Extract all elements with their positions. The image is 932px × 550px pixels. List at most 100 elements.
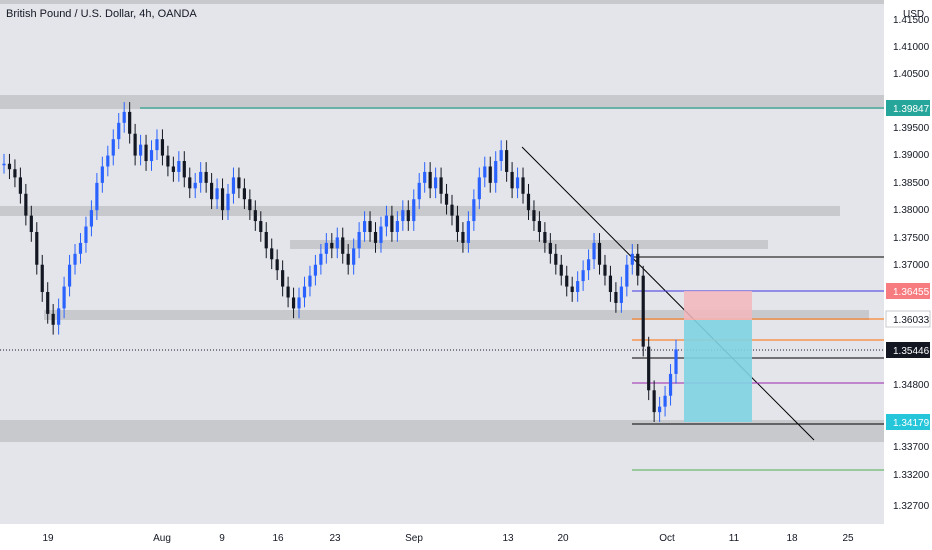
candle-body[interactable]	[368, 221, 372, 232]
candle-body[interactable]	[111, 139, 115, 156]
candle-body[interactable]	[434, 177, 438, 189]
candle-body[interactable]	[264, 231, 268, 249]
candlestick-series[interactable]	[2, 102, 678, 422]
candle-body[interactable]	[286, 286, 290, 298]
candle-body[interactable]	[395, 221, 399, 232]
chart-pane[interactable]	[0, 0, 884, 524]
candle-body[interactable]	[138, 144, 143, 156]
candle-body[interactable]	[461, 231, 465, 243]
candle-body[interactable]	[379, 226, 383, 243]
candle-body[interactable]	[532, 210, 536, 222]
candle-body[interactable]	[62, 286, 66, 309]
candle-body[interactable]	[330, 242, 334, 249]
candle-body[interactable]	[40, 264, 44, 293]
candle-body[interactable]	[57, 308, 61, 325]
candle-body[interactable]	[259, 221, 263, 232]
candle-body[interactable]	[614, 292, 618, 303]
candle-body[interactable]	[95, 182, 99, 211]
candle-body[interactable]	[177, 161, 181, 172]
candle-body[interactable]	[144, 144, 148, 162]
candle-body[interactable]	[78, 242, 83, 254]
candle-body[interactable]	[106, 155, 110, 167]
candle-body[interactable]	[674, 349, 678, 374]
candle-body[interactable]	[253, 210, 257, 222]
candle-body[interactable]	[515, 177, 520, 189]
candle-body[interactable]	[608, 275, 613, 293]
candle-body[interactable]	[603, 264, 607, 276]
take-profit-zone[interactable]	[684, 320, 752, 422]
candle-body[interactable]	[499, 150, 503, 162]
candle-body[interactable]	[149, 150, 154, 162]
candle-body[interactable]	[29, 215, 33, 232]
candle-body[interactable]	[171, 166, 175, 172]
trend-line-descending[interactable]	[521, 146, 815, 441]
candle-body[interactable]	[220, 188, 225, 211]
candle-body[interactable]	[352, 248, 356, 265]
candle-body[interactable]	[510, 171, 514, 189]
candle-body[interactable]	[204, 171, 208, 183]
candle-body[interactable]	[226, 193, 230, 211]
candle-body[interactable]	[625, 264, 629, 287]
candle-body[interactable]	[281, 270, 285, 287]
candle-body[interactable]	[242, 188, 246, 200]
candle-body[interactable]	[188, 177, 192, 189]
candle-body[interactable]	[35, 231, 39, 265]
candle-body[interactable]	[51, 313, 55, 325]
candle-body[interactable]	[313, 264, 318, 276]
candle-body[interactable]	[13, 169, 17, 178]
candle-body[interactable]	[341, 237, 345, 254]
candle-body[interactable]	[297, 297, 301, 309]
candle-body[interactable]	[346, 253, 350, 265]
candle-body[interactable]	[24, 193, 28, 216]
candle-body[interactable]	[444, 193, 449, 205]
candle-body[interactable]	[581, 270, 585, 282]
candle-body[interactable]	[423, 171, 427, 183]
candle-body[interactable]	[576, 281, 580, 293]
candle-body[interactable]	[7, 163, 12, 170]
candle-body[interactable]	[270, 248, 274, 260]
candle-body[interactable]	[215, 188, 219, 200]
candle-body[interactable]	[199, 171, 203, 183]
candle-body[interactable]	[472, 199, 476, 222]
candle-body[interactable]	[133, 133, 137, 156]
candle-body[interactable]	[559, 264, 563, 276]
candle-body[interactable]	[275, 259, 279, 271]
candle-body[interactable]	[570, 286, 574, 293]
candle-body[interactable]	[450, 204, 454, 216]
candle-body[interactable]	[128, 111, 132, 134]
candle-body[interactable]	[291, 297, 296, 309]
candle-body[interactable]	[592, 242, 596, 260]
candle-body[interactable]	[554, 253, 558, 265]
candle-body[interactable]	[488, 166, 492, 183]
candle-body[interactable]	[89, 210, 94, 227]
candle-body[interactable]	[428, 171, 432, 189]
candle-body[interactable]	[237, 177, 241, 189]
candle-body[interactable]	[335, 237, 339, 249]
candle-body[interactable]	[477, 177, 481, 200]
candle-body[interactable]	[210, 182, 214, 200]
candle-body[interactable]	[84, 226, 88, 243]
candle-body[interactable]	[494, 161, 498, 183]
candle-body[interactable]	[2, 163, 6, 166]
candle-body[interactable]	[652, 390, 656, 413]
candle-body[interactable]	[586, 259, 591, 271]
candle-body[interactable]	[160, 139, 165, 156]
candle-body[interactable]	[67, 264, 72, 287]
candle-body[interactable]	[231, 177, 236, 194]
candle-body[interactable]	[658, 406, 662, 413]
candle-body[interactable]	[636, 253, 640, 276]
time-scale[interactable]	[0, 524, 932, 550]
candle-body[interactable]	[401, 210, 405, 222]
price-scale[interactable]	[884, 0, 932, 524]
candle-body[interactable]	[417, 182, 421, 200]
candle-body[interactable]	[537, 221, 542, 232]
candle-body[interactable]	[466, 221, 470, 243]
stop-loss-zone[interactable]	[684, 291, 752, 320]
candle-body[interactable]	[362, 221, 367, 232]
candle-body[interactable]	[193, 182, 197, 189]
candle-body[interactable]	[526, 193, 531, 211]
candle-body[interactable]	[248, 199, 252, 211]
candle-body[interactable]	[373, 231, 378, 243]
